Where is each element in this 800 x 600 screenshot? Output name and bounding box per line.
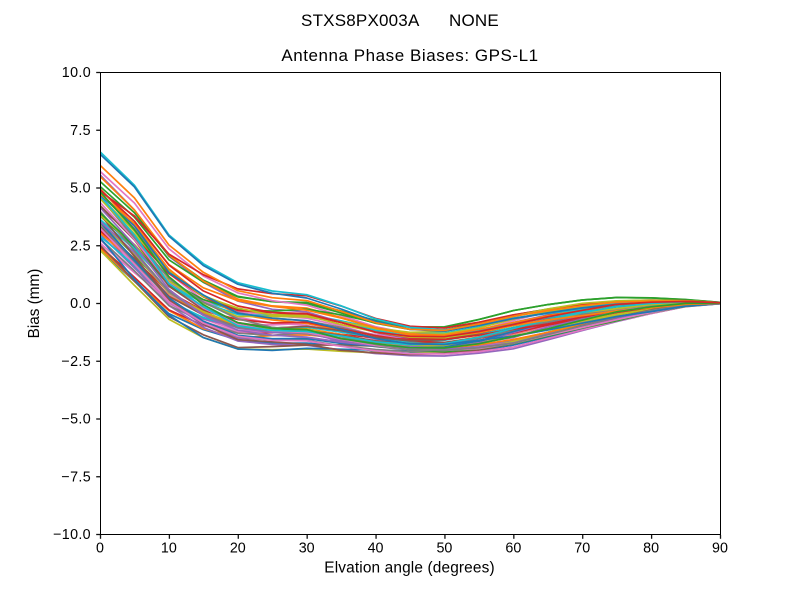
svg-text:−2.5: −2.5	[61, 354, 91, 370]
svg-text:20: 20	[230, 541, 246, 557]
svg-text:0: 0	[96, 541, 104, 557]
svg-text:Antenna Phase Biases: GPS-L1: Antenna Phase Biases: GPS-L1	[281, 46, 538, 65]
svg-text:−7.5: −7.5	[61, 469, 91, 485]
svg-text:80: 80	[643, 541, 659, 557]
svg-text:5.0: 5.0	[70, 181, 91, 197]
svg-text:−10.0: −10.0	[53, 527, 91, 543]
svg-text:7.5: 7.5	[70, 123, 91, 139]
svg-text:10: 10	[161, 541, 177, 557]
svg-text:Elvation angle (degrees): Elvation angle (degrees)	[324, 560, 494, 577]
svg-text:0.0: 0.0	[70, 296, 91, 312]
svg-text:60: 60	[505, 541, 521, 557]
svg-text:40: 40	[368, 541, 384, 557]
svg-text:30: 30	[299, 541, 315, 557]
svg-text:2.5: 2.5	[70, 238, 91, 254]
svg-text:STXS8PX003A NONE: STXS8PX003A NONE	[301, 11, 499, 30]
svg-text:70: 70	[574, 541, 590, 557]
svg-text:50: 50	[436, 541, 452, 557]
svg-text:10.0: 10.0	[62, 65, 91, 81]
svg-text:90: 90	[712, 541, 728, 557]
svg-text:−5.0: −5.0	[61, 412, 91, 428]
svg-text:Bias (mm): Bias (mm)	[26, 269, 43, 339]
